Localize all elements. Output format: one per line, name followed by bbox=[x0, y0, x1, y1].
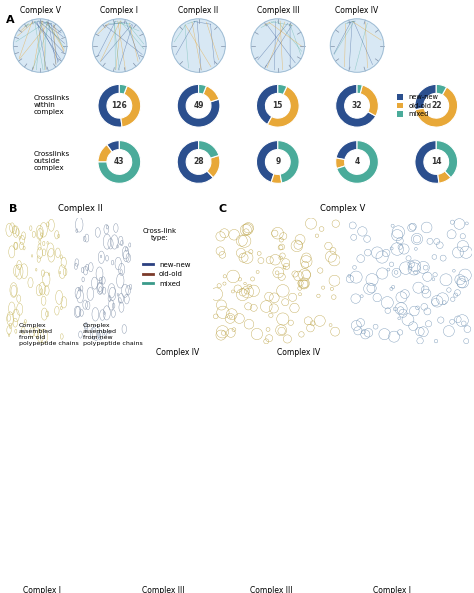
Wedge shape bbox=[199, 84, 207, 94]
Circle shape bbox=[330, 19, 384, 72]
Wedge shape bbox=[336, 141, 357, 160]
Title: Complex I: Complex I bbox=[100, 6, 138, 15]
Circle shape bbox=[13, 19, 67, 72]
Text: 15: 15 bbox=[273, 101, 283, 110]
Title: Complex II: Complex II bbox=[178, 6, 219, 15]
Wedge shape bbox=[360, 85, 378, 116]
Wedge shape bbox=[199, 141, 219, 158]
Text: Complex I: Complex I bbox=[373, 585, 411, 593]
Wedge shape bbox=[121, 86, 141, 127]
Text: Complex III: Complex III bbox=[142, 585, 185, 593]
Wedge shape bbox=[357, 84, 362, 94]
Wedge shape bbox=[436, 141, 457, 177]
Wedge shape bbox=[98, 141, 141, 183]
Wedge shape bbox=[278, 141, 299, 183]
Text: Complex IV: Complex IV bbox=[156, 347, 199, 356]
Wedge shape bbox=[107, 141, 119, 152]
Wedge shape bbox=[207, 155, 220, 177]
Wedge shape bbox=[415, 87, 457, 127]
Circle shape bbox=[172, 19, 225, 72]
Wedge shape bbox=[415, 141, 439, 183]
Wedge shape bbox=[98, 84, 122, 127]
Text: 22: 22 bbox=[431, 101, 441, 110]
Wedge shape bbox=[177, 84, 220, 127]
Wedge shape bbox=[119, 84, 127, 94]
Text: 14: 14 bbox=[431, 158, 441, 167]
Text: 28: 28 bbox=[193, 158, 204, 167]
Circle shape bbox=[92, 19, 146, 72]
Wedge shape bbox=[438, 171, 451, 183]
Text: Crosslinks
outside
complex: Crosslinks outside complex bbox=[34, 151, 70, 171]
Title: Complex V: Complex V bbox=[19, 6, 61, 15]
Wedge shape bbox=[271, 174, 282, 183]
Text: 126: 126 bbox=[111, 101, 127, 110]
Text: Crosslinks
within
complex: Crosslinks within complex bbox=[34, 95, 70, 114]
Wedge shape bbox=[256, 141, 278, 182]
Wedge shape bbox=[336, 84, 376, 127]
Circle shape bbox=[251, 19, 304, 72]
Text: Complex V: Complex V bbox=[319, 204, 365, 213]
Text: Complex IV: Complex IV bbox=[277, 347, 320, 356]
Text: Complex I: Complex I bbox=[23, 585, 61, 593]
Text: 43: 43 bbox=[114, 158, 125, 167]
Text: 4: 4 bbox=[355, 158, 360, 167]
Wedge shape bbox=[256, 84, 278, 125]
Wedge shape bbox=[336, 158, 345, 168]
Wedge shape bbox=[436, 84, 447, 95]
Text: Complex II: Complex II bbox=[58, 204, 103, 213]
Text: Complex III: Complex III bbox=[250, 585, 292, 593]
Wedge shape bbox=[415, 84, 436, 110]
Wedge shape bbox=[177, 141, 213, 183]
Text: C: C bbox=[218, 203, 226, 213]
Text: 49: 49 bbox=[193, 101, 204, 110]
Legend: new-new, old-old, mixed: new-new, old-old, mixed bbox=[143, 262, 191, 287]
Title: Complex III: Complex III bbox=[256, 6, 299, 15]
Wedge shape bbox=[267, 87, 299, 127]
Legend: new-new, old-old, mixed: new-new, old-old, mixed bbox=[397, 94, 438, 117]
Text: A: A bbox=[6, 15, 14, 25]
Text: Cross-link
type:: Cross-link type: bbox=[143, 228, 177, 241]
Text: 32: 32 bbox=[352, 101, 362, 110]
Text: B: B bbox=[9, 203, 17, 213]
Wedge shape bbox=[203, 86, 219, 102]
Wedge shape bbox=[278, 84, 287, 94]
Wedge shape bbox=[98, 145, 112, 162]
Title: Complex IV: Complex IV bbox=[336, 6, 379, 15]
Text: Complex
assembled
from new
polypeptide chains: Complex assembled from new polypeptide c… bbox=[83, 323, 143, 346]
Text: 9: 9 bbox=[275, 158, 281, 167]
Text: Complex
assembled
from old
polypeptide chains: Complex assembled from old polypeptide c… bbox=[19, 323, 79, 346]
Wedge shape bbox=[337, 141, 378, 183]
